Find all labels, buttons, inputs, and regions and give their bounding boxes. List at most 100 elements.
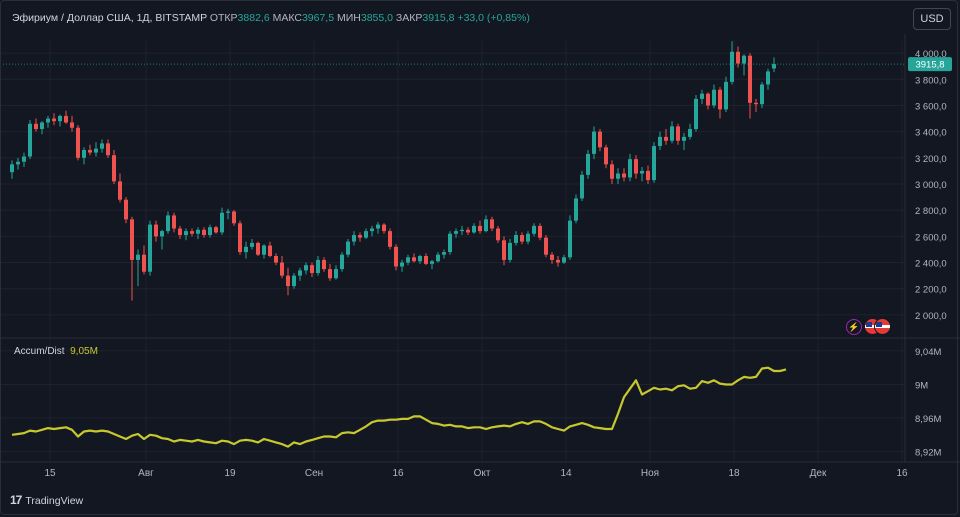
- flag-us-icon[interactable]: [874, 318, 891, 335]
- candle-body: [58, 115, 62, 122]
- open-value: 3882,6: [237, 12, 270, 24]
- candle-body: [322, 259, 326, 270]
- candle-body: [268, 245, 272, 256]
- indicator-legend[interactable]: Accum/Dist 9,05M: [14, 346, 98, 357]
- candle-body: [628, 159, 632, 178]
- candle-body: [472, 225, 476, 233]
- candle-body: [688, 129, 692, 137]
- candle-body: [34, 123, 38, 130]
- candle-body: [640, 170, 644, 174]
- candle-body: [328, 269, 332, 279]
- candle-body: [118, 181, 122, 200]
- time-tick-label: 16: [392, 468, 404, 479]
- candle-body: [244, 246, 248, 253]
- candle-body: [94, 148, 98, 153]
- close-label: ЗАКР: [395, 12, 423, 24]
- candle-body: [274, 256, 278, 263]
- indicator-tick-label: 9,04M: [915, 347, 941, 358]
- indicator-tick-label: 9M: [915, 380, 928, 391]
- candle-body: [352, 235, 356, 242]
- tradingview-logo[interactable]: 17 TradingView: [10, 493, 83, 507]
- candle-body: [298, 270, 302, 276]
- candle-body: [316, 259, 320, 274]
- candle-body: [364, 231, 368, 238]
- candle-body: [286, 275, 290, 287]
- change-value: +33,0 (+0,85%): [457, 12, 530, 24]
- candle-body: [256, 242, 260, 255]
- candle-body: [700, 93, 704, 99]
- candle-body: [424, 256, 428, 264]
- candle-body: [142, 254, 146, 272]
- lightning-icon[interactable]: ⚡: [846, 319, 862, 335]
- candle-body: [310, 265, 314, 274]
- candle-body: [22, 156, 26, 162]
- indicator-name: Accum/Dist: [14, 346, 65, 357]
- candle-body: [658, 136, 662, 147]
- candle-body: [292, 275, 296, 287]
- candle-body: [550, 254, 554, 260]
- candle-body: [46, 118, 50, 123]
- last-price-label: 3915,8: [915, 60, 944, 71]
- candle-body: [706, 93, 710, 106]
- candle-body: [496, 228, 500, 241]
- low-label: МИН: [336, 12, 361, 24]
- price-tick-label: 3 200,0: [915, 154, 947, 165]
- candle-body: [586, 153, 590, 175]
- time-tick-label: Сен: [305, 468, 323, 479]
- candle-body: [88, 149, 92, 153]
- candle-body: [742, 55, 746, 64]
- candle-body: [772, 64, 776, 69]
- time-tick-label: Ноя: [641, 468, 659, 479]
- candle-body: [100, 143, 104, 149]
- currency-button[interactable]: USD: [913, 8, 951, 30]
- time-tick-label: 18: [728, 468, 740, 479]
- candle-body: [754, 102, 758, 105]
- candle-body: [166, 215, 170, 232]
- candle-body: [520, 235, 524, 242]
- time-tick-label: Авг: [138, 468, 154, 479]
- candle-body: [340, 254, 344, 270]
- candle-body: [214, 227, 218, 233]
- candle-body: [178, 228, 182, 236]
- high-label: МАКС: [272, 12, 302, 24]
- candle-body: [682, 136, 686, 141]
- candle-body: [136, 254, 140, 260]
- price-tick-label: 2 200,0: [915, 285, 947, 296]
- candle-body: [712, 89, 716, 106]
- candle-body: [28, 123, 32, 157]
- candle-body: [238, 223, 242, 253]
- candle-body: [358, 235, 362, 238]
- candle-body: [592, 131, 596, 154]
- candle-body: [250, 242, 254, 247]
- accum-dist-line: [11, 366, 787, 448]
- candle-body: [664, 136, 668, 141]
- last-price-badge: [908, 57, 952, 72]
- candle-body: [562, 257, 566, 263]
- open-label: ОТКР: [209, 12, 238, 24]
- candle-body: [82, 149, 86, 158]
- time-tick-label: 15: [44, 468, 56, 479]
- candle-body: [634, 159, 638, 174]
- candle-body: [208, 227, 212, 236]
- price-tick-label: 2 000,0: [915, 311, 947, 322]
- candle-body: [370, 228, 374, 232]
- time-tick-label: 16: [896, 468, 908, 479]
- candle-body: [460, 229, 464, 232]
- candle-body: [196, 229, 200, 234]
- price-tick-label: 3 000,0: [915, 180, 947, 191]
- candle-body: [394, 246, 398, 267]
- symbol-title[interactable]: Эфириум / Доллар США, 1Д, BITSTAMP: [12, 12, 207, 24]
- candle-body: [766, 71, 770, 85]
- candle-body: [538, 225, 542, 238]
- candle-body: [304, 265, 308, 271]
- candle-body: [124, 199, 128, 220]
- low-value: 3855,0: [360, 12, 393, 24]
- candle-body: [202, 229, 206, 236]
- time-tick-label: 19: [224, 468, 236, 479]
- candle-body: [130, 219, 134, 260]
- candle-body: [622, 173, 626, 178]
- candle-body: [760, 84, 764, 105]
- indicator-tick-label: 8,92M: [915, 448, 941, 459]
- candle-body: [262, 245, 266, 255]
